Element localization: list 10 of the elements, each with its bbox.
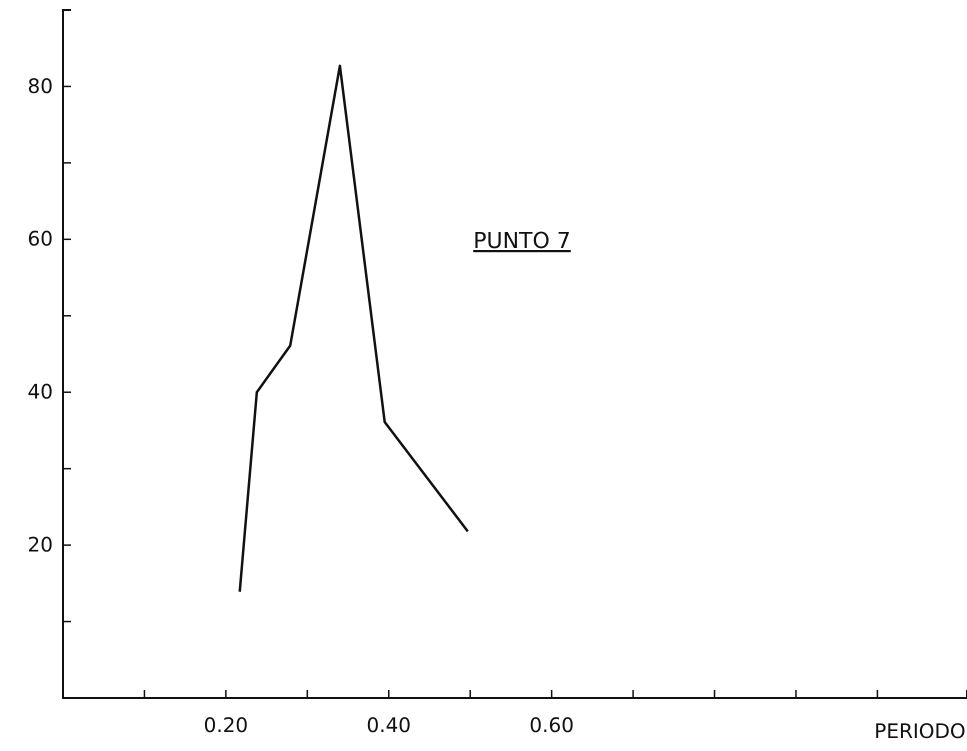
y-tick-label: 20 bbox=[28, 532, 53, 557]
y-tick-label: 80 bbox=[28, 74, 53, 98]
line-series bbox=[238, 64, 470, 593]
x-tick-label: 0.20 bbox=[204, 713, 248, 738]
y-tick-label: 60 bbox=[28, 226, 53, 251]
x-tick-label: 0.60 bbox=[529, 713, 574, 738]
y-tick-label: 40 bbox=[28, 380, 53, 404]
x-axis-title: PERIODO bbox=[874, 719, 966, 743]
annotation: PUNTO 7 bbox=[473, 229, 571, 254]
x-tick-label: 0.40 bbox=[366, 713, 412, 738]
